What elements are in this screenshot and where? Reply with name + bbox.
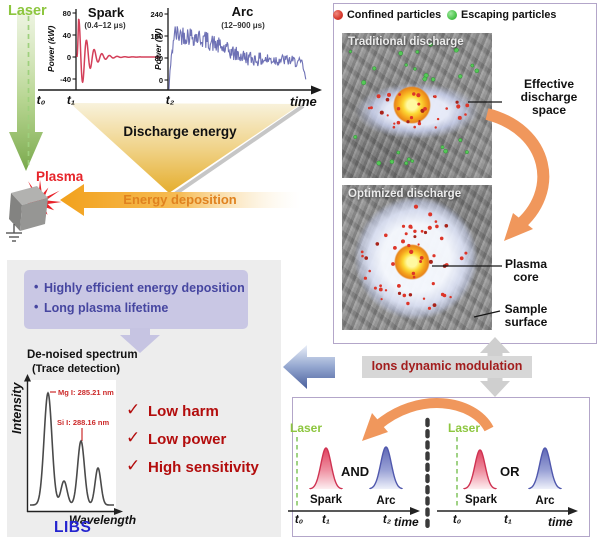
benefit-bullet-2: Long plasma lifetime — [44, 301, 169, 315]
arc-ytick: 0 — [158, 76, 163, 85]
ground-symbol — [6, 224, 22, 242]
optimized-discharge-title: Optimized discharge — [348, 188, 462, 200]
spark-ytick: 0 — [66, 53, 71, 62]
mg-peak-annotation: Mg I: 285.21 nm — [58, 388, 114, 397]
t1-label: t₁ — [66, 93, 76, 107]
spectrum-subtitle: (Trace detection) — [32, 363, 121, 375]
arc-waveform — [168, 26, 307, 90]
spark-title: Spark — [87, 5, 125, 20]
ions-modulation-label: Ions dynamic modulation — [371, 359, 523, 373]
t0-label: t₀ — [36, 93, 46, 107]
t2-label: t₂ — [382, 514, 392, 526]
time-label: time — [290, 94, 317, 109]
traditional-discharge-image — [342, 33, 492, 178]
intensity-axis-label: Intensity — [10, 382, 24, 434]
energy-deposition-label: Energy deposition — [123, 192, 237, 207]
plasma-core-label: core — [513, 270, 539, 284]
arc-range: (12–900 μs) — [221, 21, 265, 30]
traditional-discharge-title: Traditional discharge — [348, 36, 464, 48]
sample-block — [9, 186, 48, 231]
plasma-core-label: Plasma — [504, 257, 548, 271]
bullet-icon: • — [34, 300, 39, 314]
laser-label: Laser — [8, 3, 47, 19]
arc-ytick: 80 — [154, 54, 163, 63]
check-low-power: Low power — [148, 431, 227, 448]
si-peak-annotation: Si I: 288.16 nm — [57, 418, 110, 427]
t1-label: t₁ — [504, 514, 512, 526]
plasma-starburst — [18, 179, 62, 224]
t1-label: t₁ — [322, 514, 330, 526]
check-high-sensitivity: High sensitivity — [148, 459, 259, 476]
t2-label: t₂ — [165, 93, 175, 107]
time-label: time — [548, 515, 573, 529]
arc-ytick: 240 — [150, 10, 163, 19]
libs-label: LIBS — [54, 519, 92, 536]
pulse-modes-box — [292, 397, 590, 537]
laser-arrow — [9, 10, 43, 171]
legend-escaping-label: Escaping particles — [461, 9, 557, 21]
spectrum-plot-area — [27, 380, 116, 512]
spark-ytick: -40 — [60, 75, 71, 84]
t0-label: t₀ — [452, 514, 462, 526]
confined-dot-icon — [333, 10, 343, 20]
wavelength-axis-label: Wavelength — [68, 513, 137, 527]
laser-label-and: Laser — [290, 421, 323, 435]
effective-space-label: Effective — [523, 77, 575, 91]
spark-range: (0.4–12 μs) — [84, 21, 126, 30]
and-mode-label: AND — [341, 464, 370, 479]
effective-space-label: space — [531, 103, 567, 117]
discharge-triangle — [70, 103, 305, 198]
arc-pulse-label: Arc — [535, 495, 555, 507]
spark-y-axis-label: Power (kW) — [46, 25, 56, 72]
to-libs-arrow — [283, 345, 335, 389]
sample-surface-label: Sample — [504, 302, 548, 316]
check-icon: ✓ — [126, 428, 141, 447]
spark-ytick: 80 — [62, 9, 71, 18]
check-icon: ✓ — [126, 400, 141, 419]
spark-pulse-label: Spark — [465, 494, 497, 506]
legend-confined-label: Confined particles — [347, 9, 442, 21]
bullet-icon: • — [34, 280, 39, 294]
benefit-bullet-1: Highly efficient energy deposition — [44, 281, 245, 295]
spectrum-title: De-noised spectrum — [27, 349, 138, 361]
or-mode-label: OR — [500, 464, 520, 479]
benefits-card — [24, 270, 248, 329]
discharge-energy-label: Discharge energy — [123, 124, 237, 139]
arc-ytick: 160 — [150, 32, 163, 41]
sample-surface-label: surface — [504, 315, 548, 329]
optimized-discharge-image — [342, 185, 492, 330]
plasma-label: Plasma — [36, 169, 84, 184]
t0-label: t₀ — [294, 514, 304, 526]
spark-ytick: 40 — [62, 31, 71, 40]
escaping-dot-icon — [447, 10, 457, 20]
effective-space-label: discharge — [520, 90, 578, 104]
laser-label-or: Laser — [448, 421, 481, 435]
check-low-harm: Low harm — [148, 403, 219, 420]
arc-pulse-label: Arc — [376, 495, 396, 507]
arc-title: Arc — [231, 4, 254, 19]
check-high-sensitivity: ✓ — [126, 456, 141, 475]
spark-pulse-label: Spark — [310, 494, 342, 506]
time-label: time — [394, 515, 419, 529]
